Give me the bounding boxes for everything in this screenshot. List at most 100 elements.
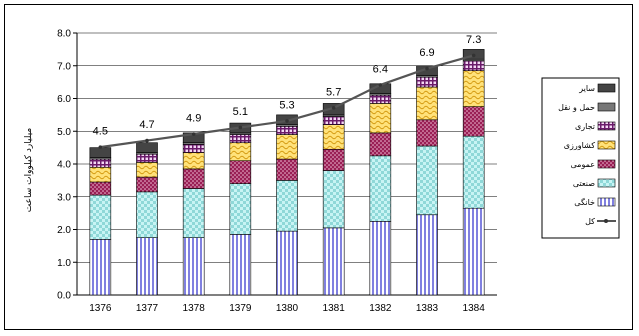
bar-stack-1383 [416, 65, 438, 296]
bar-segment-1 [182, 237, 205, 296]
x-tick-label: 1383 [416, 303, 439, 314]
bar-segment-5 [136, 153, 158, 163]
bar-segment-5 [416, 76, 438, 88]
legend-swatch [597, 197, 616, 207]
bar-segment-1 [322, 227, 345, 296]
bar-segment-1 [229, 234, 252, 296]
x-tick-label: 1377 [136, 303, 159, 314]
total-point [191, 132, 196, 136]
bar-segment-5 [89, 158, 112, 168]
legend-swatch [597, 159, 616, 169]
bar-segment-2 [369, 155, 392, 222]
total-data-label: 4.7 [139, 119, 154, 131]
y-tick-label: 8.0 [57, 29, 71, 40]
bar-segment-1 [89, 239, 112, 296]
bar-segment-4 [229, 142, 252, 162]
bar-segment-1 [462, 207, 485, 296]
bar-segment-7 [89, 147, 112, 158]
bar-segment-3 [462, 106, 485, 137]
total-point [471, 53, 476, 58]
x-tick-label: 1381 [323, 303, 346, 314]
legend-label: سایر [578, 84, 595, 93]
total-point [425, 66, 429, 71]
bar-stack-1384 [462, 49, 485, 296]
x-tick-label: 1376 [89, 303, 112, 314]
total-data-label: 5.3 [279, 99, 294, 111]
total-data-label: 6.9 [419, 47, 434, 59]
bar-segment-1 [416, 214, 438, 296]
bar-segment-2 [182, 188, 205, 238]
bar-segment-2 [229, 183, 252, 235]
legend-label: کشاورزی [564, 141, 595, 150]
x-tick-label: 1382 [369, 303, 392, 314]
bar-segment-4 [322, 124, 345, 150]
bar-segment-2 [276, 180, 298, 232]
bar-segment-3 [89, 181, 112, 196]
x-tick-label: 1380 [276, 303, 299, 314]
total-data-label: 7.3 [466, 34, 481, 46]
total-point [331, 106, 336, 110]
bar-stack-1376 [89, 147, 112, 296]
y-tick-label: 7.0 [57, 61, 71, 72]
total-data-labels: 4.5 4.7 4.9 5.1 5.3 5.7 6.4 6.9 7.3 [93, 34, 482, 138]
x-tick-label: 1384 [463, 303, 486, 314]
legend: سایر حمل و نقل تجاری کشاورزی عمومی صنعتی خانگی… [541, 77, 620, 239]
bar-segment-4 [182, 152, 205, 170]
y-tick-label: 4.0 [57, 160, 71, 171]
bar-segment-4 [136, 162, 158, 178]
bar-segment-7 [416, 65, 438, 76]
x-tick-label: 1378 [183, 303, 206, 314]
y-tick-label: 0.0 [57, 291, 71, 302]
bar-segment-3 [276, 158, 298, 181]
bar-segment-2 [136, 191, 158, 238]
legend-line-marker [604, 219, 608, 223]
bar-segment-4 [416, 86, 438, 121]
bar-segment-5 [182, 144, 205, 153]
y-tick-label: 2.0 [57, 225, 71, 236]
total-point [98, 145, 103, 149]
total-point [285, 119, 289, 123]
legend-box [541, 77, 620, 239]
bar-stack-1377 [136, 142, 158, 296]
bar-segment-1 [276, 230, 298, 296]
total-data-label: 4.9 [186, 113, 201, 125]
total-data-label: 4.5 [93, 126, 108, 138]
bar-segment-7 [136, 142, 158, 153]
legend-swatch [597, 83, 616, 93]
y-tick-label: 5.0 [57, 127, 71, 138]
bar-segment-4 [462, 70, 485, 107]
legend-swatch [597, 178, 616, 188]
legend-label: خانگی [574, 197, 595, 207]
legend-swatch [597, 121, 616, 131]
x-tick-labels: 1376 1377 1378 1379 1380 1381 1382 1383 1384 [89, 303, 485, 314]
bar-segment-3 [182, 168, 205, 189]
bar-segment-5 [276, 126, 298, 135]
y-tick-label: 1.0 [57, 258, 71, 269]
bar-segment-3 [229, 160, 252, 184]
bar-segment-1 [369, 221, 392, 296]
total-line [98, 53, 476, 149]
bar-segment-3 [136, 176, 158, 193]
bar-segment-4 [369, 103, 392, 134]
bar-segment-3 [416, 119, 438, 147]
bar-stack-1381 [322, 103, 345, 296]
bar-stack-1380 [276, 114, 298, 296]
bar-segment-2 [322, 170, 345, 229]
bar-stack-1382 [369, 83, 392, 296]
bar-stack-1378 [182, 132, 205, 296]
bar-segment-2 [462, 135, 485, 209]
bar-segment-5 [229, 134, 252, 144]
bar-segment-1 [136, 237, 158, 296]
y-tick-labels: 0.0 1.0 2.0 3.0 4.0 5.0 6.0 7.0 8.0 [57, 29, 77, 302]
total-data-label: 5.1 [233, 106, 248, 118]
bar-segment-4 [89, 166, 112, 183]
total-point [145, 138, 149, 143]
y-tick-label: 3.0 [57, 192, 71, 203]
bar-segment-5 [462, 60, 485, 71]
legend-label: صنعتی [573, 179, 595, 188]
legend-label: حمل و نقل [558, 103, 595, 112]
legend-label: تجاری [575, 122, 595, 131]
bar-segment-5 [369, 94, 392, 104]
legend-swatch [597, 140, 616, 150]
